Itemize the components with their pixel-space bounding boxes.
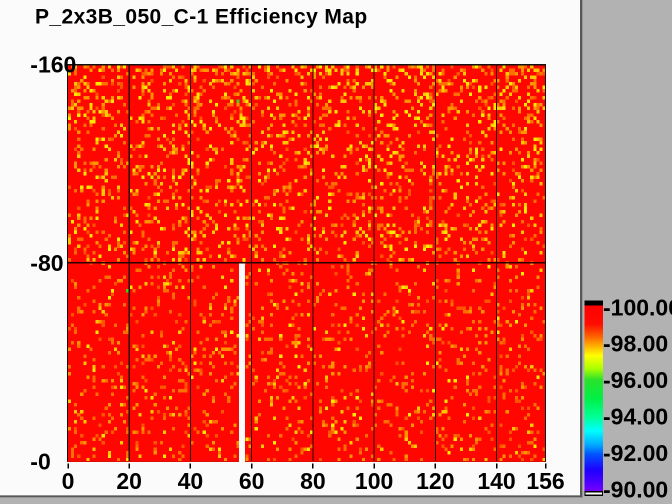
- svg-text:-100.00: -100.00: [603, 294, 672, 320]
- svg-text:156: 156: [526, 468, 564, 494]
- svg-text:40: 40: [178, 468, 204, 494]
- svg-text:20: 20: [116, 468, 142, 494]
- svg-text:P_2x3B_050_C-1 Efficiency Map: P_2x3B_050_C-1 Efficiency Map: [35, 6, 368, 29]
- svg-text:-90.00: -90.00: [603, 476, 668, 502]
- svg-text:0: 0: [62, 468, 75, 494]
- svg-text:-96.00: -96.00: [603, 367, 668, 393]
- svg-text:-92.00: -92.00: [603, 440, 668, 466]
- svg-text:-0: -0: [30, 448, 50, 474]
- svg-text:-94.00: -94.00: [603, 404, 668, 430]
- svg-text:140: 140: [477, 468, 515, 494]
- svg-text:-80: -80: [30, 250, 63, 276]
- svg-text:100: 100: [355, 468, 393, 494]
- svg-text:-98.00: -98.00: [603, 331, 668, 357]
- svg-text:60: 60: [239, 468, 265, 494]
- svg-text:80: 80: [300, 468, 326, 494]
- svg-text:120: 120: [416, 468, 454, 494]
- svg-text:-160: -160: [30, 51, 76, 77]
